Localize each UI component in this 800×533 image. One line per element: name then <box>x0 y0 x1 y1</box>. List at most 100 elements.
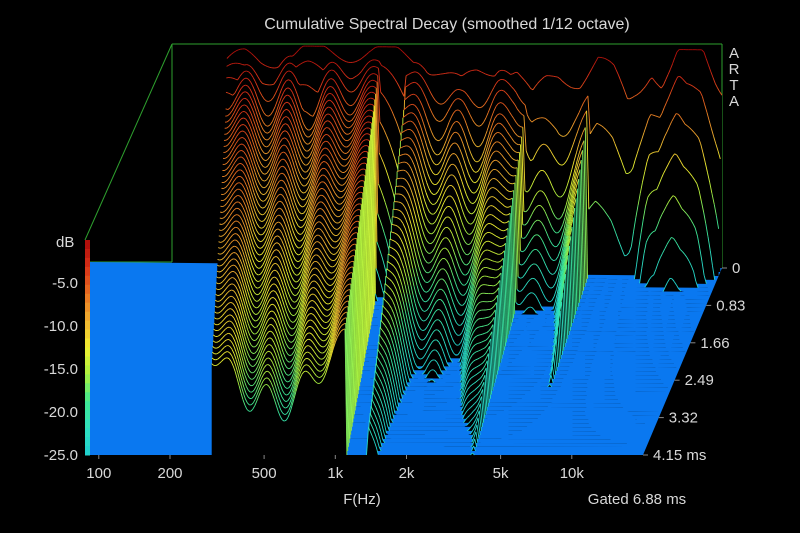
decay-trace <box>291 327 295 330</box>
decay-trace <box>485 175 489 182</box>
decay-trace <box>566 212 570 224</box>
decay-trace <box>396 335 400 345</box>
decay-trace <box>235 78 238 81</box>
decay-trace <box>411 130 415 135</box>
decay-trace <box>249 258 253 266</box>
decay-trace <box>270 277 273 281</box>
decay-trace <box>523 284 527 289</box>
decay-trace <box>537 266 541 271</box>
decay-trace <box>331 202 335 207</box>
decay-trace <box>488 276 491 278</box>
decay-trace <box>612 137 616 144</box>
decay-trace <box>398 154 402 157</box>
decay-trace <box>229 253 232 257</box>
decay-trace <box>333 127 337 133</box>
decay-trace <box>327 62 331 66</box>
decay-trace <box>426 147 430 155</box>
decay-trace <box>352 238 355 240</box>
decay-trace <box>274 100 278 107</box>
decay-trace <box>325 46 329 50</box>
decay-trace <box>228 156 232 161</box>
decay-trace <box>484 130 488 138</box>
decay-trace <box>468 349 472 355</box>
decay-trace <box>244 296 248 305</box>
decay-trace <box>346 89 350 93</box>
decay-trace <box>693 132 697 136</box>
decay-trace <box>474 212 479 219</box>
decay-trace <box>667 69 671 75</box>
decay-trace <box>503 90 507 94</box>
decay-trace <box>368 127 372 130</box>
decay-trace <box>635 205 639 218</box>
decay-trace <box>493 83 497 89</box>
decay-trace <box>246 186 250 193</box>
decay-trace <box>565 245 569 257</box>
decay-trace <box>363 79 367 84</box>
decay-trace <box>247 205 251 213</box>
decay-trace <box>418 347 422 351</box>
decay-trace <box>511 157 515 160</box>
decay-trace <box>237 150 241 154</box>
decay-trace <box>339 272 343 280</box>
decay-trace <box>613 226 617 234</box>
decay-trace <box>411 365 415 373</box>
decay-trace <box>597 202 601 206</box>
decay-trace <box>506 81 510 85</box>
decay-trace <box>447 156 451 162</box>
decay-trace <box>290 188 294 197</box>
decay-trace <box>536 280 540 285</box>
decay-trace <box>414 362 418 368</box>
decay-trace <box>529 250 533 254</box>
decay-trace <box>432 278 436 284</box>
decay-trace <box>336 279 340 286</box>
decay-trace <box>285 285 289 292</box>
decay-trace <box>601 207 605 212</box>
decay-trace <box>553 326 557 335</box>
decay-trace <box>596 122 600 125</box>
decay-trace <box>423 184 427 193</box>
decay-trace <box>280 186 284 189</box>
decay-trace <box>288 244 292 251</box>
decay-trace <box>412 232 416 242</box>
decay-trace <box>257 86 261 92</box>
decay-trace <box>664 131 668 137</box>
decay-trace <box>640 88 644 92</box>
decay-trace <box>275 177 279 183</box>
decay-trace <box>278 127 282 134</box>
decay-trace <box>332 259 336 262</box>
decay-trace <box>231 245 235 248</box>
decay-trace <box>348 126 352 129</box>
decay-trace <box>283 144 287 147</box>
decay-trace <box>648 114 652 120</box>
decay-trace <box>258 233 262 236</box>
decay-trace <box>435 139 439 142</box>
decay-trace <box>265 213 269 218</box>
decay-trace <box>292 83 296 89</box>
decay-trace <box>389 262 392 265</box>
decay-trace <box>334 257 338 261</box>
decay-trace <box>389 279 393 282</box>
decay-trace <box>439 239 443 245</box>
decay-trace <box>529 277 533 280</box>
decay-trace <box>501 193 505 197</box>
decay-trace <box>300 280 304 288</box>
decay-trace <box>245 199 249 206</box>
decay-trace <box>499 280 503 359</box>
decay-trace <box>288 70 292 73</box>
decay-trace <box>689 127 693 131</box>
decay-trace <box>266 206 270 212</box>
decay-trace <box>523 115 527 152</box>
decay-trace <box>479 171 483 178</box>
decay-trace <box>444 280 448 286</box>
decay-trace <box>570 204 574 215</box>
decay-trace <box>298 153 302 160</box>
decay-trace <box>305 293 309 300</box>
decay-trace <box>423 319 426 322</box>
decay-trace <box>276 125 280 132</box>
decay-trace <box>682 120 686 125</box>
decay-trace <box>258 298 261 302</box>
decay-trace <box>337 195 340 199</box>
decay-trace <box>329 197 333 203</box>
decay-trace <box>349 119 353 122</box>
decay-trace <box>249 179 253 187</box>
